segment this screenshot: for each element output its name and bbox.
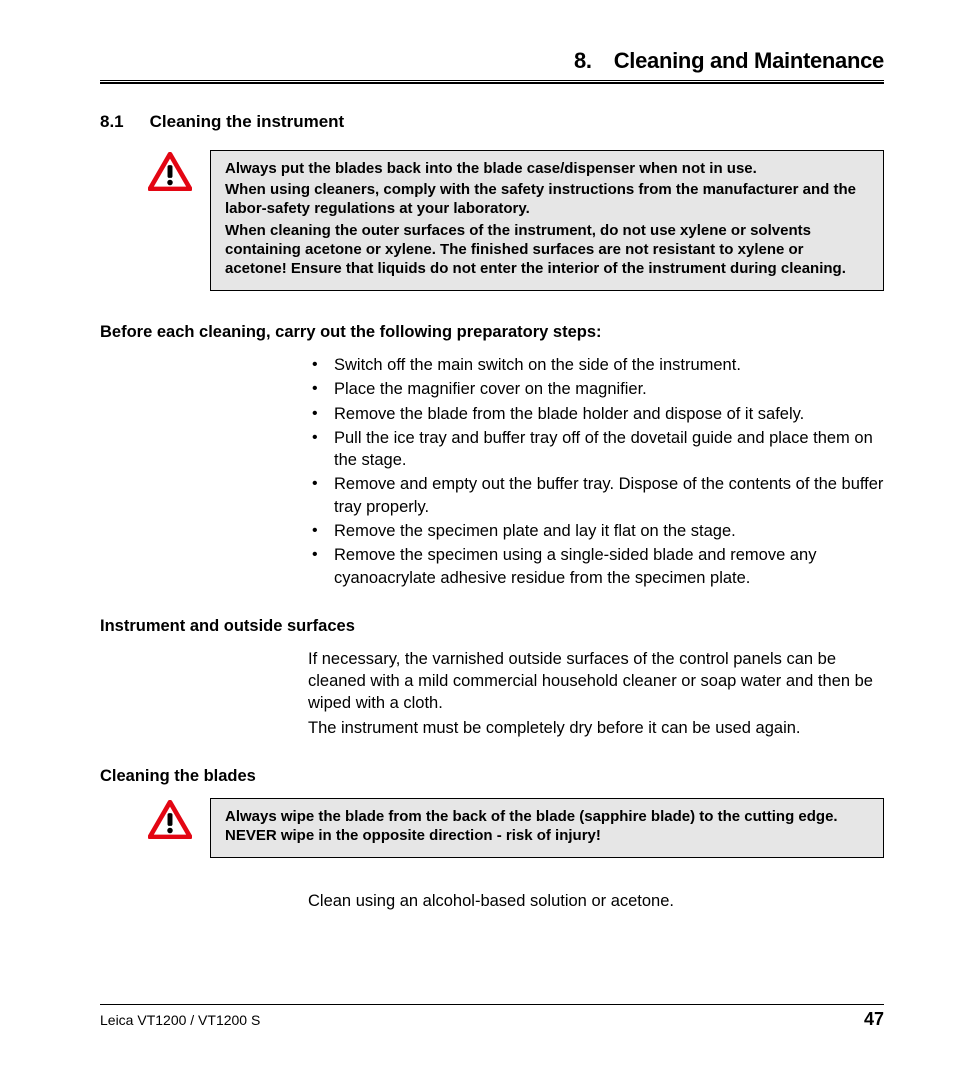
header-double-rule (100, 82, 884, 84)
footer-product: Leica VT1200 / VT1200 S (100, 1012, 260, 1028)
warning-block-1: Always put the blades back into the blad… (148, 150, 884, 291)
page-footer: Leica VT1200 / VT1200 S 47 (100, 1004, 884, 1030)
chapter-title: Cleaning and Maintenance (614, 48, 884, 73)
section-heading: Cleaning the instrument (150, 112, 345, 131)
prep-heading: Before each cleaning, carry out the foll… (100, 323, 884, 342)
footer-page-number: 47 (864, 1009, 884, 1030)
warning-triangle-icon (148, 152, 192, 196)
prep-bullets: Switch off the main switch on the side o… (308, 354, 884, 589)
chapter-number: 8. (574, 48, 592, 73)
warning-box-1: Always put the blades back into the blad… (210, 150, 884, 291)
footer-rule (100, 1004, 884, 1005)
warning2-line1: Always wipe the blade from the back of t… (225, 807, 869, 845)
list-item: Remove the specimen plate and lay it fla… (308, 520, 884, 542)
surfaces-body: If necessary, the varnished outside surf… (308, 648, 884, 739)
blades-body-text: Clean using an alcohol-based solution or… (308, 890, 884, 912)
list-item: Remove and empty out the buffer tray. Di… (308, 473, 884, 518)
warning1-line1: Always put the blades back into the blad… (225, 159, 869, 178)
blades-heading: Cleaning the blades (100, 767, 884, 786)
surfaces-p2: The instrument must be completely dry be… (308, 717, 884, 739)
list-item: Switch off the main switch on the side o… (308, 354, 884, 376)
list-item: Place the magnifier cover on the magnifi… (308, 378, 884, 400)
surfaces-p1: If necessary, the varnished outside surf… (308, 648, 884, 715)
chapter-header: 8. Cleaning and Maintenance (100, 48, 884, 81)
warning-block-2: Always wipe the blade from the back of t… (148, 798, 884, 858)
list-item: Pull the ice tray and buffer tray off of… (308, 427, 884, 472)
warning-triangle-icon (148, 800, 192, 844)
section-number: 8.1 (100, 112, 124, 132)
list-item: Remove the specimen using a single-sided… (308, 544, 884, 589)
blades-body: Clean using an alcohol-based solution or… (308, 890, 884, 912)
surfaces-heading: Instrument and outside surfaces (100, 617, 884, 636)
warning1-line3: When cleaning the outer surfaces of the … (225, 221, 869, 279)
warning1-line2: When using cleaners, comply with the saf… (225, 180, 869, 218)
warning-box-2: Always wipe the blade from the back of t… (210, 798, 884, 858)
list-item: Remove the blade from the blade holder a… (308, 403, 884, 425)
section-title: 8.1 Cleaning the instrument (100, 112, 884, 132)
